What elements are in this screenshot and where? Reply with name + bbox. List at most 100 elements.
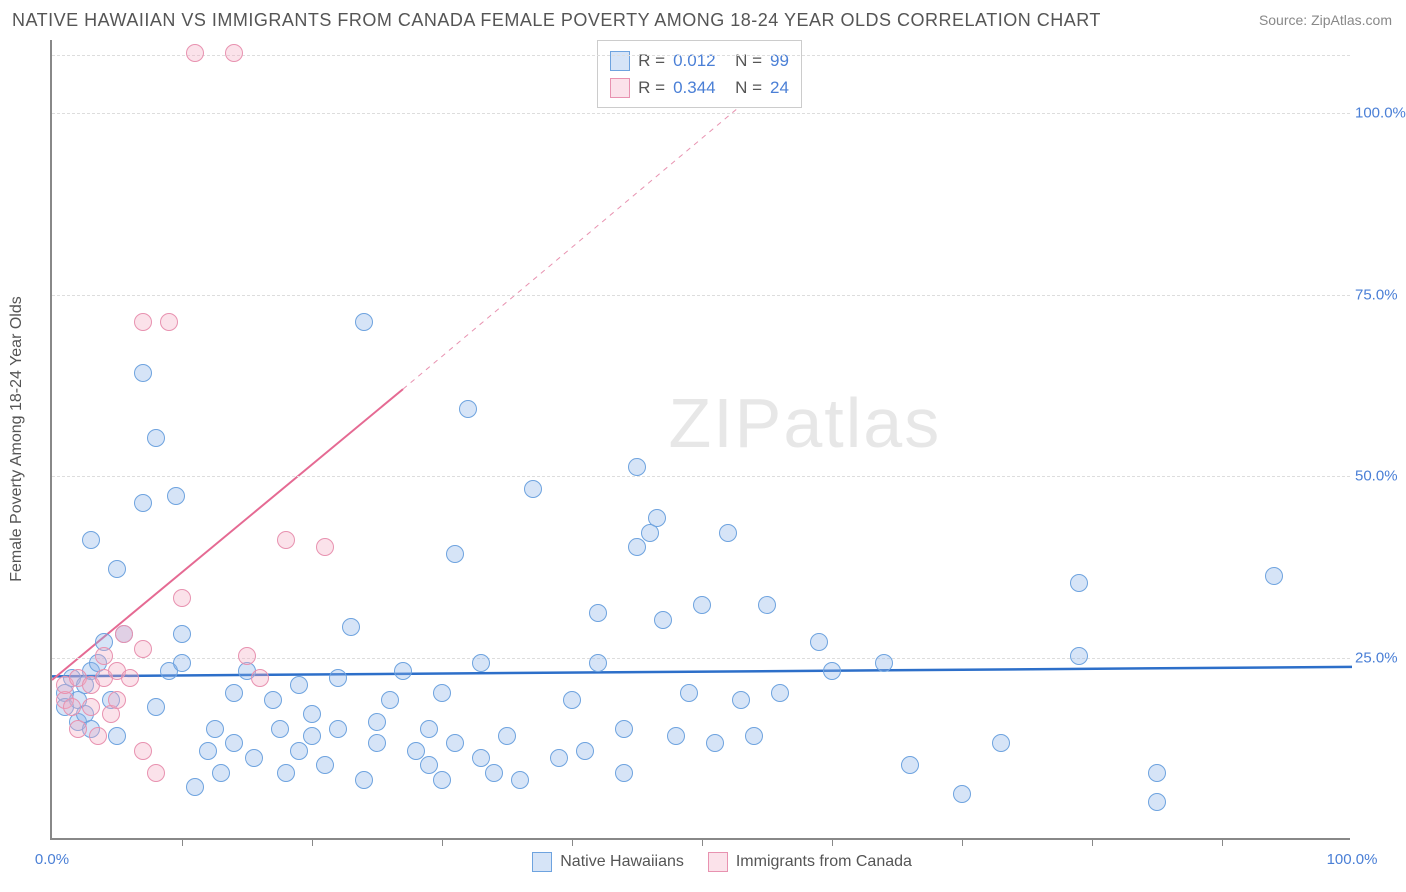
data-point [719, 524, 737, 542]
data-point [810, 633, 828, 651]
data-point [381, 691, 399, 709]
legend-n-label: N = [735, 47, 762, 74]
ytick-label: 75.0% [1355, 286, 1405, 303]
data-point [693, 596, 711, 614]
data-point [212, 764, 230, 782]
data-point [1148, 793, 1166, 811]
legend-row: R =0.344N =24 [610, 74, 789, 101]
data-point [173, 589, 191, 607]
data-point [225, 734, 243, 752]
data-point [407, 742, 425, 760]
data-point [342, 618, 360, 636]
data-point [1265, 567, 1283, 585]
data-point [563, 691, 581, 709]
xtick [312, 838, 313, 846]
legend-label: Immigrants from Canada [736, 853, 912, 871]
data-point [329, 720, 347, 738]
data-point [680, 684, 698, 702]
watermark: ZIPatlas [668, 383, 941, 463]
data-point [277, 531, 295, 549]
data-point [368, 713, 386, 731]
xtick [442, 838, 443, 846]
data-point [628, 458, 646, 476]
data-point [173, 625, 191, 643]
data-point [147, 698, 165, 716]
data-point [245, 749, 263, 767]
legend-r-value: 0.344 [673, 74, 727, 101]
data-point [108, 691, 126, 709]
data-point [1070, 647, 1088, 665]
data-point [251, 669, 269, 687]
data-point [206, 720, 224, 738]
legend-r-label: R = [638, 47, 665, 74]
data-point [82, 698, 100, 716]
gridline [52, 113, 1350, 114]
data-point [316, 756, 334, 774]
data-point [225, 684, 243, 702]
plot-area: Female Poverty Among 18-24 Year Olds ZIP… [50, 40, 1350, 840]
data-point [1148, 764, 1166, 782]
data-point [186, 778, 204, 796]
xtick [832, 838, 833, 846]
data-point [134, 494, 152, 512]
data-point [173, 654, 191, 672]
legend-swatch [708, 852, 728, 872]
data-point [89, 727, 107, 745]
data-point [472, 749, 490, 767]
legend-item-immigrants-canada: Immigrants from Canada [708, 852, 912, 872]
data-point [875, 654, 893, 672]
xtick [182, 838, 183, 846]
data-point [615, 764, 633, 782]
data-point [589, 604, 607, 622]
data-point [69, 720, 87, 738]
data-point [433, 684, 451, 702]
data-point [648, 509, 666, 527]
data-point [992, 734, 1010, 752]
data-point [628, 538, 646, 556]
legend-r-label: R = [638, 74, 665, 101]
data-point [199, 742, 217, 760]
data-point [485, 764, 503, 782]
data-point [368, 734, 386, 752]
data-point [654, 611, 672, 629]
chart-title: NATIVE HAWAIIAN VS IMMIGRANTS FROM CANAD… [12, 10, 1101, 31]
series-legend: Native Hawaiians Immigrants from Canada [532, 852, 912, 872]
data-point [420, 720, 438, 738]
data-point [264, 691, 282, 709]
xtick-label: 0.0% [35, 851, 69, 868]
legend-r-value: 0.012 [673, 47, 727, 74]
data-point [706, 734, 724, 752]
data-point [459, 400, 477, 418]
legend-label: Native Hawaiians [560, 853, 684, 871]
xtick [1092, 838, 1093, 846]
data-point [277, 764, 295, 782]
data-point [511, 771, 529, 789]
data-point [121, 669, 139, 687]
legend-item-native-hawaiians: Native Hawaiians [532, 852, 684, 872]
data-point [576, 742, 594, 760]
data-point [355, 771, 373, 789]
data-point [160, 313, 178, 331]
data-point [329, 669, 347, 687]
data-point [524, 480, 542, 498]
data-point [901, 756, 919, 774]
legend-n-value: 99 [770, 47, 789, 74]
data-point [134, 313, 152, 331]
gridline [52, 295, 1350, 296]
xtick-label: 100.0% [1327, 851, 1378, 868]
data-point [446, 734, 464, 752]
legend-swatch [610, 78, 630, 98]
data-point [82, 531, 100, 549]
trend-lines [52, 40, 1350, 838]
xtick [1222, 838, 1223, 846]
data-point [290, 676, 308, 694]
data-point [953, 785, 971, 803]
data-point [420, 756, 438, 774]
ytick-label: 100.0% [1355, 104, 1405, 121]
data-point [63, 698, 81, 716]
data-point [446, 545, 464, 563]
data-point [758, 596, 776, 614]
data-point [134, 640, 152, 658]
ytick-label: 25.0% [1355, 650, 1405, 667]
data-point [303, 727, 321, 745]
